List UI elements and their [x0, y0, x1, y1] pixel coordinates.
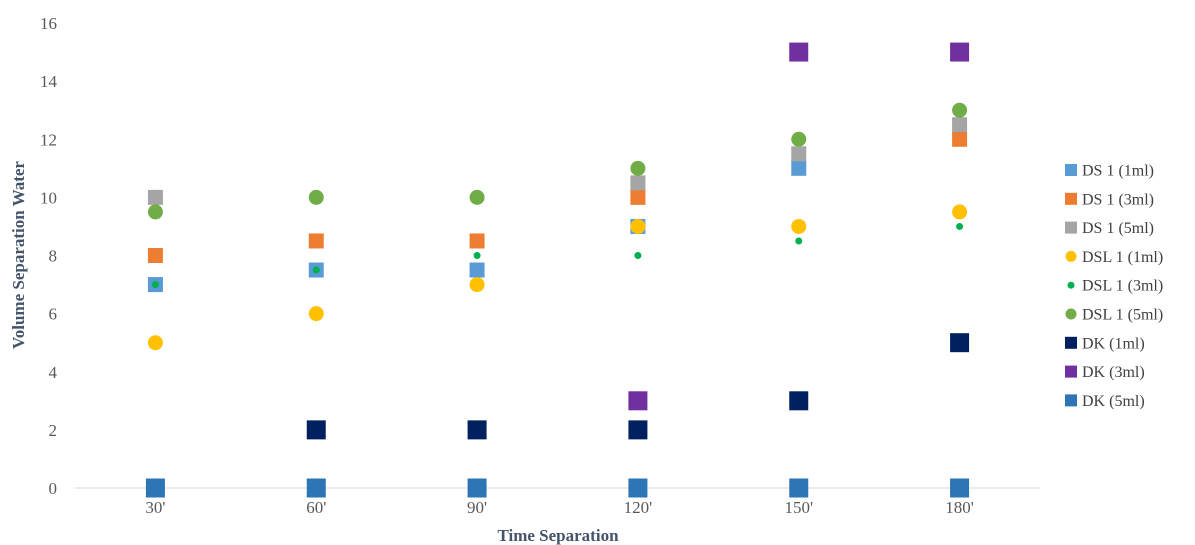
legend-label: DK (3ml) — [1082, 364, 1145, 381]
data-point-7 — [628, 420, 648, 440]
data-point-4 — [308, 306, 324, 322]
data-point-3 — [791, 146, 807, 162]
legend-marker — [1065, 365, 1077, 378]
x-tick-label: 150' — [784, 498, 813, 517]
legend-marker — [1065, 394, 1077, 407]
legend-marker — [1065, 221, 1077, 234]
data-point-6 — [952, 102, 968, 118]
x-axis-ticks: 30' 60' 90' 120' 150' 180' — [145, 498, 973, 517]
legend-marker — [1065, 336, 1077, 349]
y-tick-label: 12 — [40, 130, 57, 149]
data-point-4 — [630, 218, 646, 234]
legend-marker — [1065, 308, 1077, 320]
data-point-5 — [956, 222, 964, 230]
legend-label: DS 1 (5ml) — [1082, 220, 1154, 237]
x-axis-title: Time Separation — [497, 526, 619, 545]
data-point-5 — [795, 237, 803, 245]
data-point-4 — [147, 335, 163, 351]
x-tick-label: 30' — [145, 498, 165, 517]
y-tick-label: 6 — [49, 305, 58, 324]
legend: DS 1 (1ml) DS 1 (3ml) DS 1 (5ml) DSL 1 (1ml… — [1065, 163, 1163, 410]
y-axis-ticks: 0 2 4 6 8 10 12 14 16 — [40, 14, 58, 498]
y-axis-title: Volume Separation Water — [9, 161, 28, 349]
x-tick-label: 180' — [945, 498, 974, 517]
legend-marker — [1067, 281, 1075, 289]
data-point-3 — [952, 117, 968, 133]
y-tick-label: 4 — [49, 363, 58, 382]
data-point-3 — [630, 175, 646, 191]
y-tick-label: 14 — [40, 72, 58, 91]
data-point-6 — [791, 131, 807, 147]
data-point-1 — [791, 160, 807, 176]
data-point-9 — [467, 478, 487, 498]
data-point-2 — [630, 189, 646, 205]
y-tick-label: 0 — [49, 479, 58, 498]
legend-label: DSL 1 (1ml) — [1082, 249, 1163, 266]
data-point-9 — [306, 478, 326, 498]
legend-label: DSL 1 (5ml) — [1082, 307, 1163, 324]
data-point-3 — [147, 189, 163, 205]
data-point-7 — [789, 391, 809, 411]
data-points — [145, 42, 970, 498]
legend-label: DSL 1 (3ml) — [1082, 278, 1163, 295]
data-point-2 — [308, 233, 324, 249]
y-tick-label: 2 — [49, 421, 58, 440]
data-point-6 — [630, 160, 646, 176]
legend-label: DK (1ml) — [1082, 335, 1145, 352]
legend-label: DS 1 (3ml) — [1082, 191, 1154, 208]
data-point-5 — [151, 281, 159, 289]
data-point-8 — [628, 391, 648, 411]
data-point-6 — [469, 189, 485, 205]
legend-label: DK (5ml) — [1082, 393, 1145, 410]
data-point-7 — [950, 333, 970, 353]
data-point-9 — [145, 478, 165, 498]
data-point-2 — [469, 233, 485, 249]
legend-label: DS 1 (1ml) — [1082, 163, 1154, 180]
legend-marker — [1065, 164, 1077, 176]
data-point-6 — [147, 204, 163, 220]
data-point-9 — [789, 478, 809, 498]
y-tick-label: 16 — [40, 14, 57, 33]
data-point-4 — [952, 204, 968, 220]
data-point-4 — [791, 218, 807, 234]
data-point-9 — [628, 478, 648, 498]
y-tick-label: 10 — [40, 188, 57, 207]
legend-marker — [1065, 250, 1077, 262]
y-tick-label: 8 — [49, 247, 58, 266]
data-point-4 — [469, 277, 485, 293]
x-tick-label: 60' — [306, 498, 326, 517]
x-tick-label: 120' — [624, 498, 653, 517]
data-point-2 — [147, 248, 163, 263]
data-point-8 — [950, 42, 970, 62]
x-tick-label: 90' — [467, 498, 487, 517]
data-point-6 — [308, 189, 324, 205]
data-point-2 — [952, 131, 968, 147]
data-point-5 — [473, 252, 481, 259]
data-point-9 — [950, 478, 970, 498]
data-point-7 — [306, 420, 326, 440]
legend-marker — [1065, 192, 1077, 205]
data-point-1 — [469, 262, 485, 278]
data-point-8 — [789, 42, 809, 62]
data-point-5 — [312, 266, 320, 274]
data-point-7 — [467, 420, 487, 440]
data-point-5 — [634, 252, 642, 259]
